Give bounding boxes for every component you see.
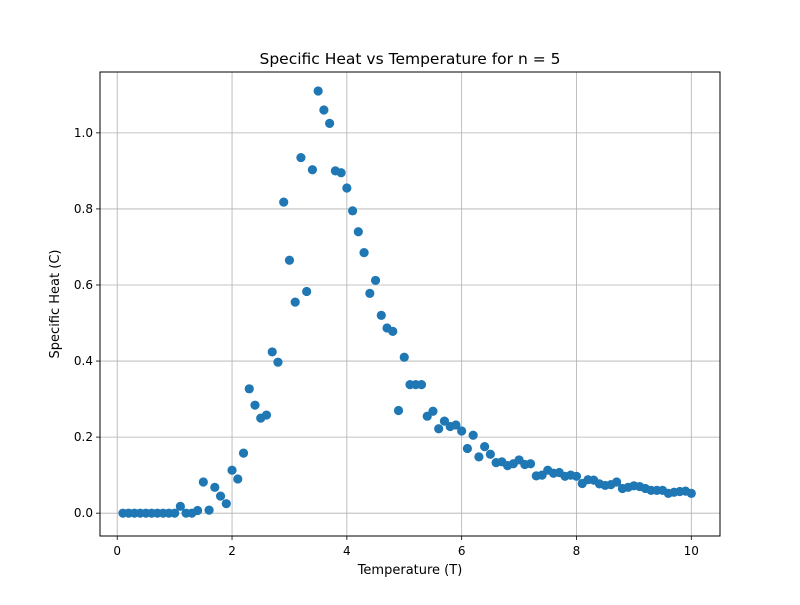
data-points [118,86,696,518]
data-point [451,420,461,430]
data-point [238,448,249,458]
x-axis-ticks: 0 2 4 6 8 10 [113,536,699,558]
data-point [399,352,409,362]
data-point [336,168,346,178]
data-point [388,326,398,336]
grid-lines [100,72,720,536]
data-point [468,430,478,440]
data-point [571,471,582,481]
y-tick-label: 0.0 [74,506,93,520]
data-point [393,405,404,416]
x-tick-label: 10 [684,544,699,558]
x-tick-label: 6 [458,544,466,558]
data-point [198,477,208,487]
data-point [210,482,220,492]
y-tick-label: 0.6 [74,278,93,292]
data-point [302,286,312,297]
data-point [480,442,490,452]
data-point [365,288,375,298]
x-tick-label: 4 [343,544,351,558]
data-point [416,380,427,390]
data-point [261,410,272,420]
data-point [204,505,214,515]
data-point [474,452,484,462]
data-point [319,105,329,115]
data-point [170,508,180,518]
data-point [307,165,318,175]
data-point [485,449,495,459]
data-point [250,400,260,410]
y-tick-label: 0.8 [74,202,93,216]
chart-title: Specific Heat vs Temperature for n = 5 [259,50,560,68]
data-point [359,248,369,258]
x-tick-label: 8 [573,544,581,558]
data-point [462,443,473,454]
y-tick-label: 0.4 [74,354,93,368]
data-point [244,384,254,394]
y-axis-label: Specific Heat (C) [48,250,63,359]
data-point [428,406,438,416]
data-point [267,347,277,357]
data-point [376,310,386,321]
data-point [353,227,363,237]
data-point [313,86,323,96]
data-point [370,275,381,286]
data-point [233,474,243,484]
x-tick-label: 2 [228,544,236,558]
plot-area [100,72,720,536]
y-axis-ticks: 0.0 0.2 0.4 0.6 0.8 1.0 [74,126,100,520]
data-point [192,505,203,516]
y-tick-label: 0.2 [74,430,93,444]
data-point [686,488,696,499]
axes-frame [99,71,721,537]
data-point [325,118,335,128]
data-point [296,152,306,163]
data-point [457,426,467,436]
y-tick-label: 1.0 [74,126,93,140]
data-point [215,491,226,501]
data-point [284,255,295,265]
data-point [347,206,358,216]
data-point [290,297,300,307]
x-tick-label: 0 [113,544,121,558]
data-point [612,477,622,487]
data-point [273,357,283,367]
data-point [227,465,237,475]
data-point [279,197,289,207]
data-point [175,501,185,511]
data-point [434,424,444,434]
data-point [221,499,231,509]
x-axis-label: Temperature (T) [357,563,463,578]
data-point [525,459,536,469]
data-point [342,183,352,193]
